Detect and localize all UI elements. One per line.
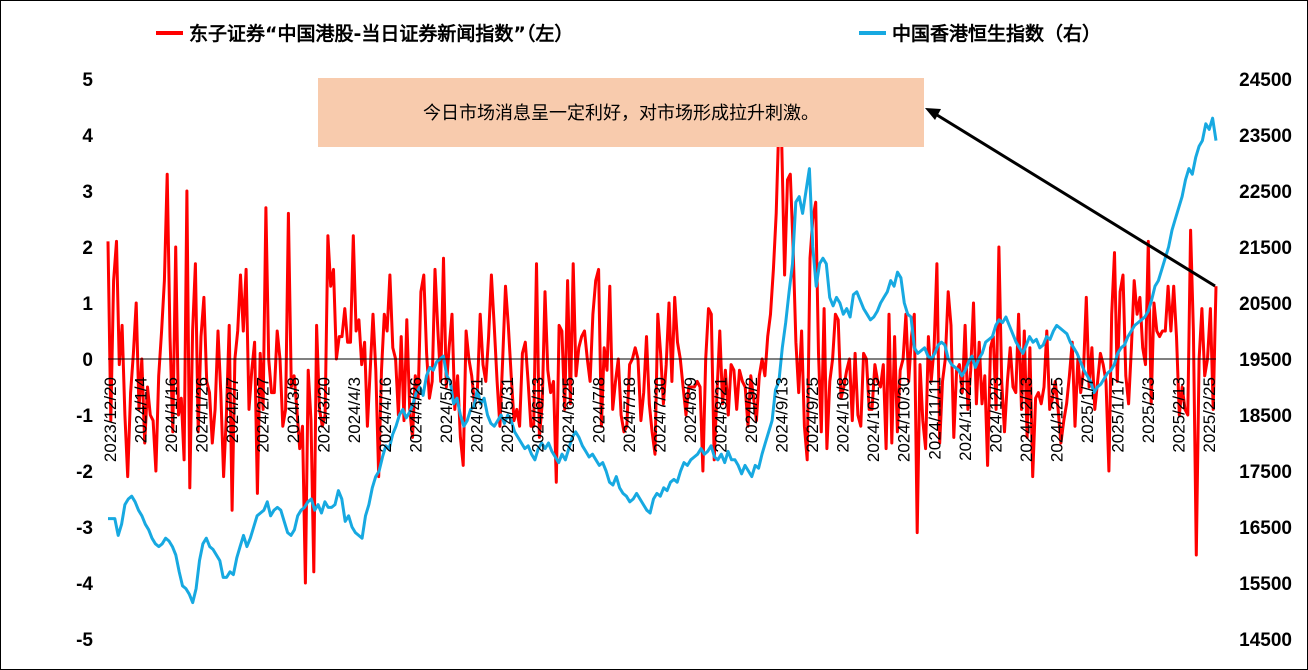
- x-axis-tick-label: 2025/1/7: [1078, 377, 1097, 443]
- left-axis-tick-label: -3: [76, 518, 93, 539]
- x-axis-tick-label: 2024/7/30: [651, 377, 670, 453]
- x-axis-tick-label: 2024/11/21: [956, 377, 975, 461]
- series-line-hang-seng: [108, 116, 1218, 605]
- left-axis-tick-label: -2: [76, 462, 93, 483]
- x-axis-tick-label: 2024/1/26: [193, 377, 212, 453]
- x-axis-tick-label: 2024/3/8: [284, 377, 303, 443]
- x-axis-tick-label: 2025/1/17: [1108, 377, 1127, 453]
- x-axis-tick-label: 2024/11/11: [925, 377, 944, 460]
- x-axis-tick-label: 2024/4/16: [376, 377, 395, 453]
- x-axis-tick-label: 2024/10/18: [864, 377, 883, 462]
- x-axis-tick-label: 2024/4/26: [406, 377, 425, 453]
- right-axis: 24500 23500 22500 21500 20500 19500 18500 17500…: [1239, 70, 1292, 651]
- x-axis-tick-label: 2024/8/9: [681, 377, 700, 443]
- x-axis-tick-label: 2024/12/3: [986, 377, 1005, 453]
- left-axis-tick-label: 1: [82, 294, 93, 315]
- annotation-arrow-line: [936, 113, 1216, 288]
- annotation-text: 今日市场消息呈一定利好，对市场形成拉升刺激。: [423, 103, 819, 124]
- right-axis-tick-label: 19500: [1239, 350, 1292, 371]
- legend: 东子证券“中国港股-当日证券新闻指数”（左） 中国香港恒生指数（右）: [156, 22, 1101, 45]
- x-axis-tick-label: 2024/7/8: [589, 377, 608, 443]
- annotation-box: [318, 78, 924, 147]
- x-axis-tick-label: 2024/9/25: [803, 377, 822, 453]
- annotation-arrow-head: [925, 108, 941, 120]
- x-axis-tick-label: 2024/10/30: [895, 377, 914, 462]
- x-axis-tick-label: 2024/12/25: [1047, 377, 1066, 462]
- x-axis-tick-label: 2024/5/21: [467, 377, 486, 453]
- x-axis-tick-label: 2024/8/21: [712, 377, 731, 453]
- x-axis-tick-label: 2024/5/9: [437, 377, 456, 443]
- right-axis-tick-label: 21500: [1239, 238, 1292, 259]
- right-axis-tick-label: 23500: [1239, 126, 1292, 147]
- x-axis-tick-label: 2024/6/13: [528, 377, 547, 453]
- legend-label-news-index: 东子证券“中国港股-当日证券新闻指数”（左）: [189, 22, 573, 45]
- x-axis-tick-label: 2024/12/13: [1017, 377, 1036, 462]
- x-axis-tick-label: 2024/7/18: [620, 377, 639, 453]
- x-axis-tick-label: 2024/2/27: [254, 377, 273, 453]
- x-axis-tick-label: 2024/9/2: [742, 377, 761, 443]
- right-axis-tick-label: 15500: [1239, 574, 1292, 595]
- legend-label-hang-seng: 中国香港恒生指数（右）: [892, 22, 1101, 45]
- left-axis-tick-label: 4: [82, 126, 93, 147]
- left-axis-tick-label: 0: [82, 350, 93, 371]
- x-axis-tick-label: 2023/12/20: [101, 377, 120, 462]
- right-axis-tick-label: 22500: [1239, 182, 1292, 203]
- x-axis-tick-label: 2024/4/3: [345, 377, 364, 443]
- x-axis-tick-label: 2025/2/3: [1139, 377, 1158, 443]
- x-axis-tick-label: 2024/6/25: [559, 377, 578, 453]
- left-axis-tick-label: 5: [82, 70, 93, 91]
- right-axis-tick-label: 24500: [1239, 70, 1292, 91]
- left-axis-tick-label: -1: [76, 406, 93, 427]
- x-axis-tick-label: 2024/1/4: [132, 377, 151, 443]
- x-axis: 2023/12/20 2024/1/4 2024/1/16 2024/1/26 2024…: [101, 358, 1219, 462]
- left-axis: 5 4 3 2 1 0 -1 -2 -3 -4 -5: [76, 70, 93, 651]
- right-axis-tick-label: 16500: [1239, 518, 1292, 539]
- x-axis-tick-label: 2025/2/13: [1169, 377, 1188, 453]
- left-axis-tick-label: -4: [76, 574, 93, 595]
- series-line-news-index: [106, 116, 1218, 585]
- left-axis-tick-label: 3: [82, 182, 93, 203]
- right-axis-tick-label: 14500: [1239, 630, 1292, 651]
- x-axis-tick-label: 2024/1/16: [162, 377, 181, 453]
- left-axis-tick-label: -5: [76, 630, 93, 651]
- x-axis-tick-label: 2024/2/7: [223, 377, 242, 443]
- annotation: 今日市场消息呈一定利好，对市场形成拉升刺激。: [318, 78, 1216, 288]
- x-axis-tick-label: 2024/3/20: [315, 377, 334, 453]
- right-axis-tick-label: 18500: [1239, 406, 1292, 427]
- right-axis-tick-label: 17500: [1239, 462, 1292, 483]
- left-axis-tick-label: 2: [82, 238, 93, 259]
- right-axis-tick-label: 20500: [1239, 294, 1292, 315]
- x-axis-tick-label: 2024/10/8: [834, 377, 853, 453]
- x-axis-tick-label: 2024/9/13: [773, 377, 792, 453]
- plot-area: [106, 116, 1218, 605]
- x-axis-tick-label: 2024/5/31: [498, 377, 517, 453]
- x-axis-tick-label: 2025/2/25: [1200, 377, 1219, 453]
